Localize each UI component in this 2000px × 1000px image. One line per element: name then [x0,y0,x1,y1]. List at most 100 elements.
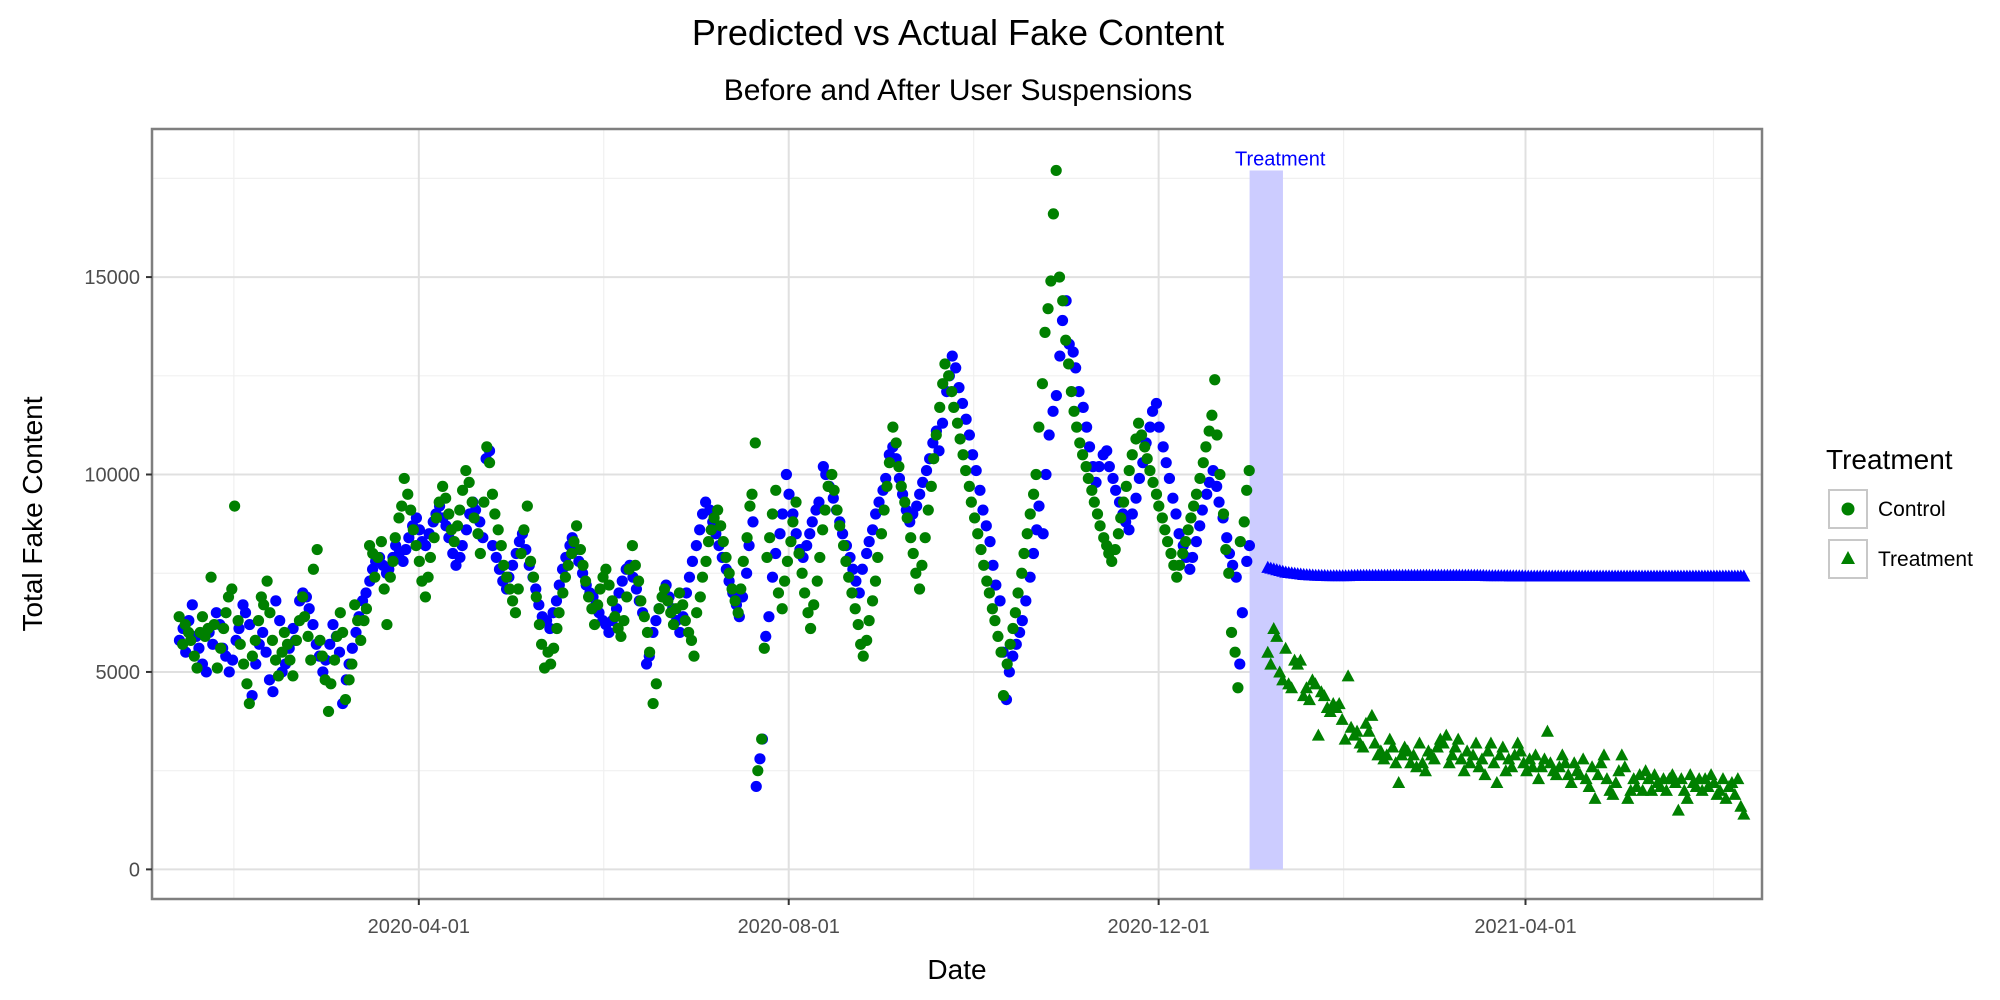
data-point-triangle [1707,776,1721,789]
data-point-circle [925,480,937,492]
data-point-circle [934,401,946,413]
data-point-triangle [1594,756,1608,769]
data-point-circle [1188,500,1200,512]
data-point-circle [960,413,972,425]
data-point-circle [324,638,336,650]
data-point-circle [913,583,926,595]
data-point-circle [966,449,979,461]
data-point-circle [428,532,440,544]
data-point-circle [1068,405,1080,417]
data-point-triangle [1609,776,1623,789]
data-point-triangle [1695,783,1709,796]
data-point-circle [787,508,799,520]
data-point-circle [796,567,808,579]
data-point-circle [276,646,288,658]
data-point-circle [779,575,791,587]
data-point-circle [1109,543,1121,556]
data-point-circle [1106,555,1118,567]
data-point-circle [322,705,335,718]
data-point-triangle [1475,752,1489,765]
data-point-triangle [1600,772,1614,785]
data-point-circle [946,385,958,398]
data-point-circle [766,508,779,520]
data-point-circle [1223,567,1235,579]
data-point-circle [468,512,480,524]
data-point-triangle [1612,764,1626,777]
data-point-triangle [1668,776,1682,789]
data-point-circle [770,484,782,496]
data-point-circle [893,461,905,473]
data-point-circle [603,626,615,639]
data-point-circle [977,504,989,516]
data-point-circle [196,611,209,623]
data-point-circle [1004,638,1016,650]
data-point-circle [173,611,185,623]
data-point-circle [298,611,311,623]
data-point-triangle [1368,736,1382,749]
data-point-circle [457,484,469,496]
data-point-circle [343,674,355,686]
data-point-circle [621,591,633,603]
data-point-circle [220,607,232,619]
data-point-circle [1024,508,1036,520]
data-point-circle [375,536,387,548]
chart-title: Predicted vs Actual Fake Content [692,12,1224,53]
data-point-circle [316,650,328,662]
data-point-circle [592,599,604,611]
data-point-triangle [1490,776,1504,789]
data-point-circle [210,607,222,619]
data-point-circle [867,524,879,536]
legend-item-treatment: Treatment [1828,539,1973,579]
data-point-circle [215,642,227,654]
data-point-circle [870,508,882,520]
data-point-circle [948,401,960,413]
data-point-circle [360,587,372,599]
data-point-triangle [1493,748,1507,761]
data-point-circle [246,650,258,662]
data-point-circle [1012,587,1024,599]
data-point-circle [685,634,698,646]
data-point-triangle [1532,772,1546,785]
data-point-circle [1190,536,1202,548]
data-point-circle [992,630,1004,643]
data-point-circle [1194,472,1206,485]
data-point-circle [899,496,911,508]
data-point-circle [1047,208,1059,220]
data-point-circle [407,524,419,536]
data-point-circle [1150,397,1163,410]
data-point-circle [535,638,548,650]
data-point-circle [1081,421,1093,433]
data-point-circle [677,599,689,611]
data-point-triangle [1618,760,1632,773]
data-point-circle [1197,457,1209,469]
data-point-circle [260,646,272,658]
y-tick-label: 5000 [96,662,141,684]
data-point-circle [1160,457,1172,469]
data-point-circle [1057,295,1069,307]
data-point-circle [946,350,958,362]
data-point-triangle [1285,681,1299,694]
data-point-circle [1063,358,1075,370]
data-point-circle [1201,488,1213,500]
data-point-circle [720,551,732,564]
data-point-circle [302,630,314,643]
data-point-circle [943,370,955,382]
data-point-circle [1194,520,1206,532]
data-point-circle [963,480,975,492]
data-point-circle [883,457,896,469]
data-point-circle [486,488,499,500]
data-point-circle [501,571,513,583]
data-point-circle [872,551,884,564]
data-point-circle [776,603,788,615]
data-point-circle [972,528,984,540]
data-point-circle [512,583,524,595]
data-point-triangle [1615,748,1629,761]
data-point-circle [188,650,200,662]
data-point-circle [936,417,949,429]
data-point-circle [284,654,296,666]
data-point-circle [1016,615,1028,627]
data-point-circle [995,646,1007,658]
data-point-triangle [1469,736,1483,749]
data-point-circle [869,575,882,587]
data-point-circle [244,618,256,631]
